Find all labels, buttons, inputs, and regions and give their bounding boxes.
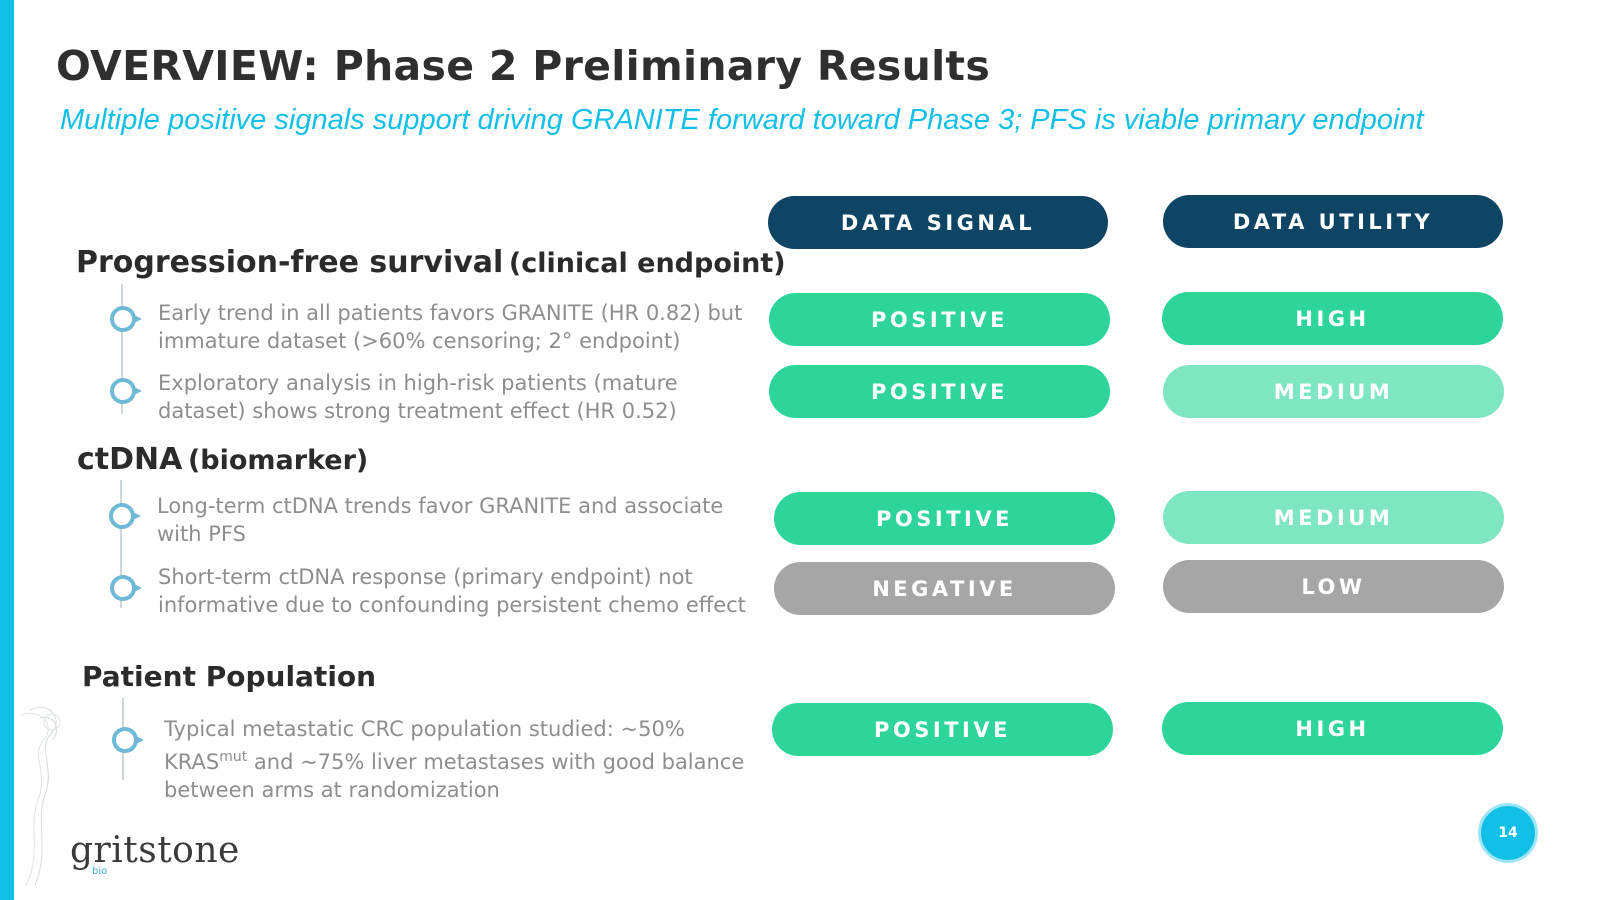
data-signal-header: DATA SIGNAL xyxy=(768,196,1108,249)
bullet-text: Early trend in all patients favors GRANI… xyxy=(158,301,743,353)
decorative-contour-icon xyxy=(21,706,61,886)
bullet-ring-icon xyxy=(110,306,142,332)
page-subtitle: Multiple positive signals support drivin… xyxy=(60,104,1424,136)
data-utility-header: DATA UTILITY xyxy=(1163,195,1503,248)
signal-badge: POSITIVE xyxy=(769,293,1110,346)
section-title-patient-population: Patient Population xyxy=(82,660,376,693)
utility-badge: HIGH xyxy=(1162,292,1503,345)
section-title-qualifier: (clinical endpoint) xyxy=(508,248,786,279)
bullet-ring-icon xyxy=(112,727,144,753)
utility-badge: HIGH xyxy=(1162,702,1503,755)
section-title-ctdna: ctDNA (biomarker) xyxy=(77,442,368,477)
section-title-main: Patient Population xyxy=(82,660,377,693)
utility-badge: LOW xyxy=(1163,560,1504,613)
bullet-connector-line xyxy=(121,284,123,414)
page-title: OVERVIEW: Phase 2 Preliminary Results xyxy=(56,42,991,90)
bullet-ring-icon xyxy=(110,378,142,404)
utility-badge: MEDIUM xyxy=(1163,491,1504,544)
signal-badge: POSITIVE xyxy=(774,492,1115,545)
signal-badge: POSITIVE xyxy=(769,365,1110,418)
signal-badge: NEGATIVE xyxy=(774,562,1115,615)
section-title-main: Progression-free survival xyxy=(76,245,504,280)
bullet-ring-icon xyxy=(109,503,141,529)
left-accent-bar xyxy=(0,0,14,900)
signal-badge: POSITIVE xyxy=(772,703,1113,756)
section-title-main: ctDNA xyxy=(77,442,183,477)
page-number-badge: 14 xyxy=(1478,803,1538,863)
utility-badge: MEDIUM xyxy=(1163,365,1504,418)
company-logo: gritstone xyxy=(70,830,240,871)
section-title-qualifier: (biomarker) xyxy=(187,445,369,476)
bullet-connector-line xyxy=(120,480,122,608)
section-title-pfs: Progression-free survival (clinical endp… xyxy=(76,245,786,280)
company-logo-sub: bio xyxy=(92,866,108,877)
bullet-text: Exploratory analysis in high-risk patien… xyxy=(158,371,678,423)
bullet-text: Short-term ctDNA response (primary endpo… xyxy=(158,565,746,617)
bullet-text: Long-term ctDNA trends favor GRANITE and… xyxy=(157,494,724,546)
bullet-text: Typical metastatic CRC population studie… xyxy=(164,717,745,802)
bullet-ring-icon xyxy=(110,575,142,601)
